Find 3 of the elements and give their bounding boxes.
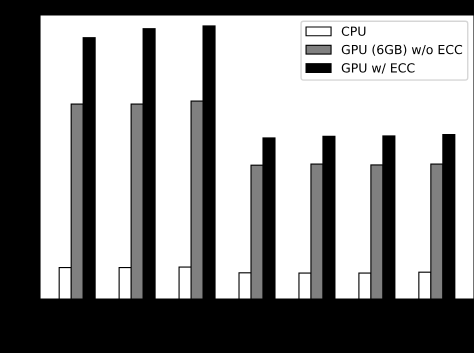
legend-label: GPU w/ ECC [342,63,414,74]
legend-label: GPU (6GB) w/o ECC [342,44,462,56]
legend-label: CPU [342,26,366,36]
